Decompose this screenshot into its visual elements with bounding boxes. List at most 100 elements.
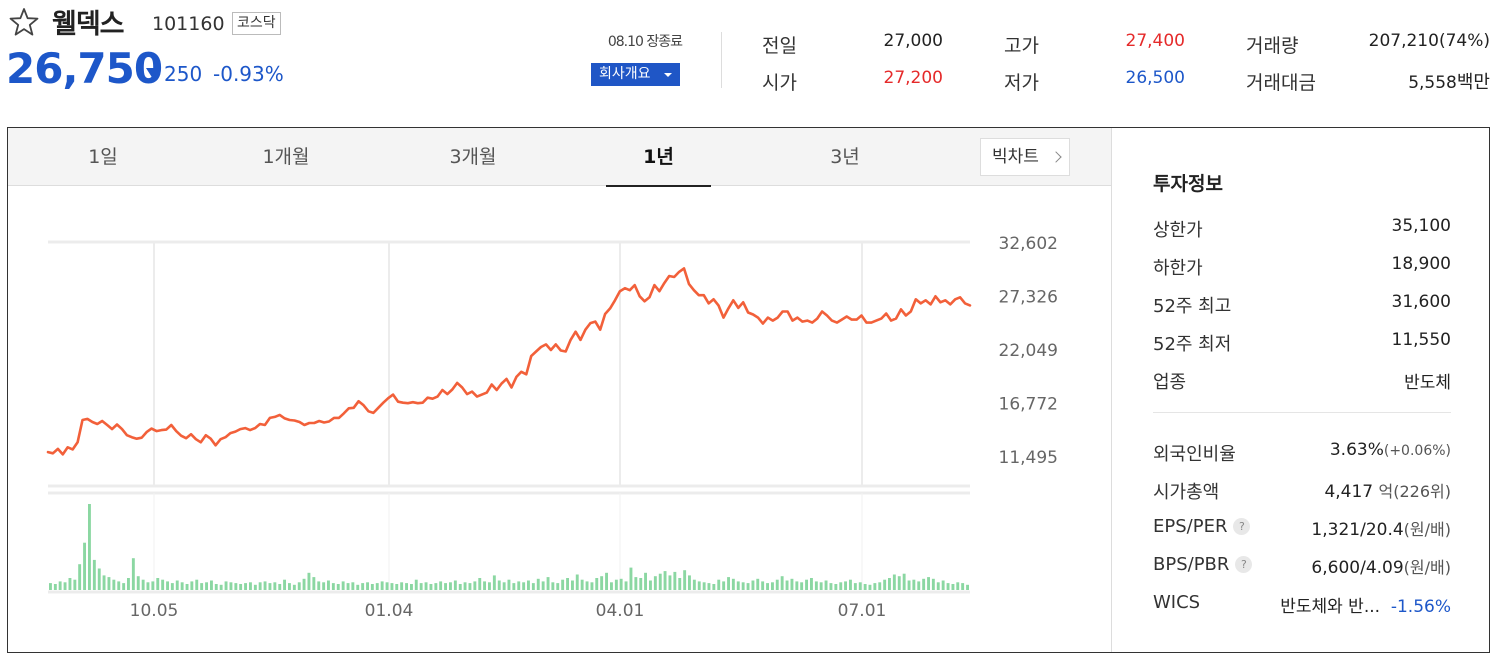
tab-1-year[interactable]: 1년 <box>606 128 711 187</box>
volume-bar <box>473 581 477 590</box>
volume-bar <box>858 582 862 590</box>
volume-bar <box>634 577 638 590</box>
volume-bar <box>249 582 252 590</box>
bps-pbr-label: BPS/PBR <box>1153 554 1230 575</box>
foreign-ratio-label: 외국인비율 <box>1153 444 1236 465</box>
week52-low-row: 52주 최저 11,550 <box>1153 326 1451 356</box>
eps-per-value: 1,321/20.4(원/배) <box>1311 516 1451 540</box>
help-icon[interactable]: ? <box>1235 556 1253 573</box>
volume-bar <box>649 580 652 590</box>
volume-bar <box>136 576 140 590</box>
volume-bar <box>502 582 506 590</box>
volume-bar <box>497 580 501 590</box>
volume-bar <box>595 578 599 590</box>
volume-label: 거래량 <box>1246 35 1299 57</box>
caret-down-icon <box>664 73 672 77</box>
volume-bar <box>688 575 691 590</box>
help-icon[interactable]: ? <box>1233 518 1251 535</box>
price-chart[interactable]: 32,602 27,326 22,049 16,772 11,495 10.05 01.04… <box>8 186 1111 652</box>
volume-bar <box>561 579 565 590</box>
volume-bar <box>658 573 662 590</box>
company-overview-button[interactable]: 회사개요 <box>591 63 680 86</box>
volume-bar <box>278 584 282 590</box>
volume-bar <box>571 580 574 590</box>
amount-label: 거래대금 <box>1246 72 1316 94</box>
volume-bar <box>668 575 672 590</box>
big-chart-button[interactable]: 빅차트 <box>980 138 1070 176</box>
volume-bar <box>283 579 286 590</box>
tab-1-month[interactable]: 1개월 <box>262 146 310 168</box>
volume-bar <box>288 583 291 590</box>
volume-bar <box>766 583 769 590</box>
x-tick-label: 04.01 <box>596 601 645 621</box>
volume-bar <box>927 577 930 590</box>
volume-bar <box>453 580 457 590</box>
volume-bar <box>414 579 418 590</box>
volume-bar <box>785 580 789 590</box>
volume-bar <box>605 572 608 590</box>
volume-bar <box>878 582 882 590</box>
wics-sector[interactable]: 반도체와 반... <box>1280 597 1381 617</box>
wics-value[interactable]: 반도체와 반... -1.56% <box>1280 592 1451 617</box>
stock-name: 웰덱스 <box>52 9 125 40</box>
y-tick-label: 22,049 <box>999 341 1058 361</box>
tab-3-month[interactable]: 3개월 <box>449 146 497 168</box>
volume-bar <box>761 581 765 590</box>
volume-bar <box>244 583 247 590</box>
volume-bar <box>771 582 774 590</box>
sector-value: 반도체 <box>1404 373 1451 393</box>
volume-bar <box>385 582 389 590</box>
tab-1-day[interactable]: 1일 <box>88 146 118 168</box>
volume-bar <box>97 568 101 590</box>
low-label: 저가 <box>1004 72 1039 94</box>
volume-bar <box>673 571 677 590</box>
volume-bar <box>127 578 130 590</box>
volume-bar <box>707 583 711 590</box>
volume-bar <box>800 582 804 590</box>
volume-bar <box>268 583 272 590</box>
volume-bar <box>746 583 750 590</box>
volume-bar <box>239 584 243 590</box>
volume-bar <box>775 579 779 590</box>
volume-bar <box>936 582 940 590</box>
volume-bar <box>556 583 560 590</box>
volume-bar <box>912 579 916 590</box>
volume-bar <box>112 579 116 590</box>
upper-limit-row: 상한가 35,100 <box>1153 212 1451 242</box>
volume-bar <box>717 579 721 590</box>
volume-bar <box>751 580 755 590</box>
volume-bar <box>941 580 945 590</box>
volume-bar <box>639 578 643 590</box>
tab-3-year[interactable]: 3년 <box>830 146 860 168</box>
volume-bar <box>166 581 169 590</box>
low-value: 26,500 <box>1125 68 1185 88</box>
y-tick-label: 16,772 <box>999 394 1058 414</box>
volume-bar <box>449 582 452 590</box>
volume-bar <box>624 581 628 590</box>
eps-per-label: EPS/PER <box>1153 516 1228 537</box>
volume-bar <box>253 584 257 590</box>
volume-bar <box>346 583 350 590</box>
volume-bar <box>483 581 486 590</box>
favorite-star-icon[interactable] <box>8 6 40 38</box>
volume-bar <box>883 579 887 590</box>
market-cap-rank: (226위) <box>1393 482 1451 501</box>
volume-bar <box>863 584 867 590</box>
volume-bar <box>702 582 706 590</box>
x-tick-label: 10.05 <box>130 601 179 621</box>
volume-bar <box>512 583 516 590</box>
volume-bar <box>229 582 233 590</box>
volume-bar <box>161 579 165 590</box>
volume-bar <box>141 579 145 590</box>
foreign-ratio-number: 3.63% <box>1329 440 1384 460</box>
volume-bar <box>629 567 633 590</box>
prev-close-label: 전일 <box>762 35 797 57</box>
volume-bar <box>380 581 384 590</box>
volume-bar <box>410 584 413 590</box>
volume-bar <box>312 577 316 590</box>
volume-bar <box>551 582 555 590</box>
volume-bar <box>819 582 823 590</box>
info-divider <box>1153 412 1451 413</box>
volume-bar <box>122 583 126 590</box>
current-price: 26,750 <box>6 44 163 93</box>
